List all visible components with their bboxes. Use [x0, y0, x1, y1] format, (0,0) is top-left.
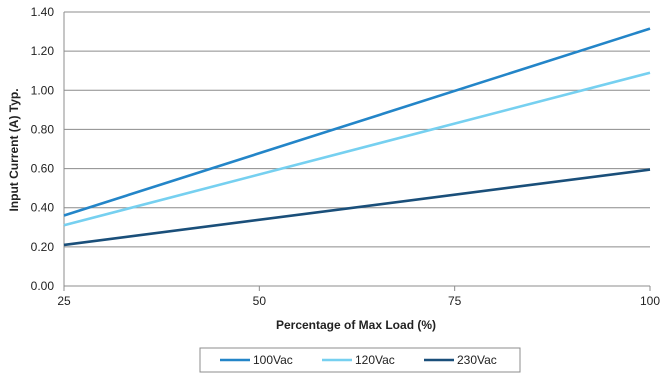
gridlines: [64, 11, 650, 248]
legend-label: 230Vac: [457, 353, 497, 367]
legend-label: 120Vac: [355, 353, 395, 367]
x-axis-title: Percentage of Max Load (%): [276, 318, 436, 332]
legend-box: [199, 347, 521, 373]
legend-label: 100Vac: [253, 353, 293, 367]
x-tick-label: 75: [448, 294, 462, 308]
series-lines: [63, 27, 651, 247]
y-tick-label: 0.60: [31, 162, 55, 176]
legend: 100Vac 120Vac 230Vac: [199, 347, 521, 373]
tick-labels: 0.00 0.20 0.40 0.60 0.80 1.00 1.20 1.40 25 50 75 10…: [31, 5, 661, 308]
y-axis-title: Input Current (A) Typ.: [7, 88, 21, 211]
series-line-120vac: [63, 71, 651, 227]
y-tick-label: 1.40: [31, 5, 55, 19]
series-line-100vac: [63, 27, 651, 217]
x-tick-label: 100: [640, 294, 660, 308]
y-tick-label: 0.00: [31, 279, 55, 293]
y-tick-label: 1.20: [31, 44, 55, 58]
y-tick-label: 0.40: [31, 201, 55, 215]
x-tick-label: 25: [57, 294, 71, 308]
y-tick-label: 0.20: [31, 240, 55, 254]
axes: [63, 12, 651, 291]
x-tick-label: 50: [253, 294, 267, 308]
series-line-230vac: [63, 168, 651, 247]
y-tick-label: 0.80: [31, 122, 55, 136]
y-tick-label: 1.00: [31, 83, 55, 97]
